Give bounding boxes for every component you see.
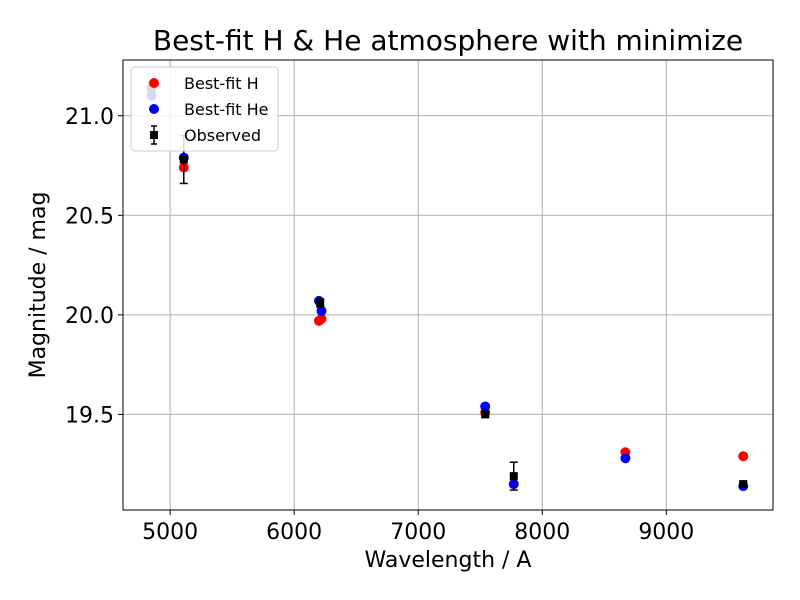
data-point — [480, 401, 491, 412]
y-axis-label: Magnitude / mag — [26, 192, 51, 379]
legend-label: Observed — [184, 126, 261, 145]
axis-ticks: 5000 6000 7000 8000 9000 19.5 20.0 20.5 21.0 — [65, 105, 694, 545]
data-point — [316, 313, 327, 324]
plot-frame — [122, 59, 774, 511]
legend-marker — [150, 131, 158, 139]
grid — [123, 60, 773, 510]
data-point — [738, 451, 749, 462]
legend-label: Best-fit H — [184, 74, 259, 93]
legend-marker — [149, 104, 159, 114]
data-point — [179, 155, 188, 164]
legend-item: Observed — [150, 125, 261, 145]
chart-title: Best-fit H & He atmosphere with minimize — [153, 24, 743, 57]
x-tick-label: 8000 — [514, 520, 570, 545]
legend-box — [130, 66, 279, 152]
legend-item: Best-fit He — [149, 100, 269, 119]
x-tick-label: 5000 — [142, 520, 198, 545]
x-axis-label: Wavelength / A — [365, 548, 532, 573]
data-point — [316, 298, 325, 307]
legend-item: Best-fit H — [149, 74, 259, 93]
legend-marker — [149, 78, 159, 88]
y-tick-label: 19.5 — [65, 403, 114, 428]
data-point — [481, 410, 490, 419]
data-point — [316, 305, 327, 316]
x-tick-label: 6000 — [266, 520, 322, 545]
data-point — [620, 453, 631, 464]
legend-label: Best-fit He — [184, 100, 269, 119]
y-tick-label: 20.5 — [65, 204, 114, 229]
data-point — [739, 480, 748, 489]
data-points — [146, 81, 749, 492]
legend: Best-fit H Best-fit He Observed — [130, 66, 279, 152]
y-tick-label: 20.0 — [65, 304, 114, 329]
x-tick-label: 9000 — [638, 520, 694, 545]
x-tick-label: 7000 — [390, 520, 446, 545]
data-point — [509, 472, 518, 481]
y-tick-label: 21.0 — [65, 105, 114, 130]
